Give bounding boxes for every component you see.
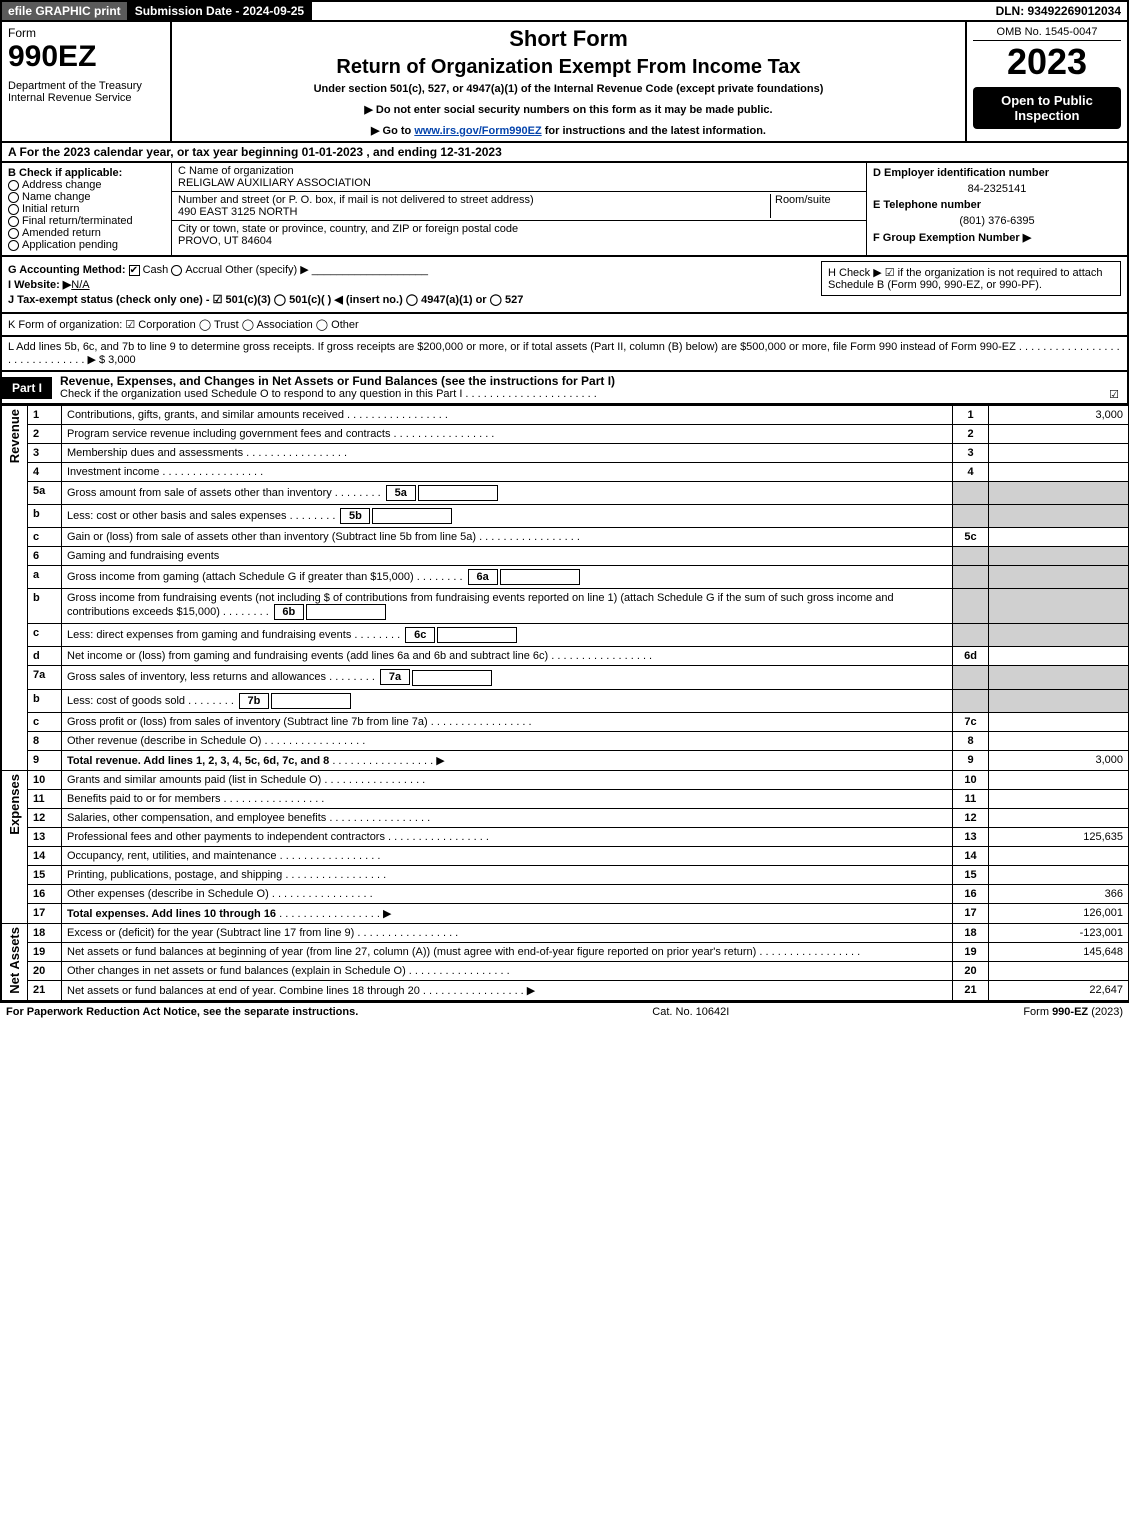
form-number: 990EZ: [8, 40, 164, 74]
chk-accrual[interactable]: [171, 265, 182, 276]
part1-label: Part I: [2, 377, 52, 399]
info-g-to-l: H Check ▶ ☑ if the organization is not r…: [0, 257, 1129, 314]
d-label: D Employer identification number: [873, 167, 1121, 179]
row-a-calendar-year: A For the 2023 calendar year, or tax yea…: [0, 143, 1129, 163]
org-city: PROVO, UT 84604: [178, 235, 860, 247]
chk-pending[interactable]: Application pending: [8, 239, 165, 251]
subtitle: Under section 501(c), 527, or 4947(a)(1)…: [178, 83, 959, 95]
line-l: L Add lines 5b, 6c, and 7b to line 9 to …: [0, 337, 1129, 372]
e-label: E Telephone number: [873, 199, 1121, 211]
title-short-form: Short Form: [178, 26, 959, 52]
chk-initial[interactable]: Initial return: [8, 203, 165, 215]
submission-date-button[interactable]: Submission Date - 2024-09-25: [129, 2, 312, 20]
footer-right: Form 990-EZ (2023): [1023, 1006, 1123, 1018]
header: Form 990EZ Department of the Treasury In…: [0, 22, 1129, 143]
chk-final[interactable]: Final return/terminated: [8, 215, 165, 227]
box-h: H Check ▶ ☑ if the organization is not r…: [821, 261, 1121, 296]
org-address: 490 EAST 3125 NORTH: [178, 206, 770, 218]
line-k: K Form of organization: ☑ Corporation ◯ …: [0, 314, 1129, 337]
b-title: B Check if applicable:: [8, 167, 165, 179]
phone-value: (801) 376-6395: [873, 215, 1121, 227]
efile-print-button[interactable]: efile GRAPHIC print: [2, 2, 129, 20]
footer-left: For Paperwork Reduction Act Notice, see …: [6, 1006, 358, 1018]
part1-check[interactable]: ☑: [1109, 388, 1119, 401]
col-c-org: C Name of organization RELIGLAW AUXILIAR…: [172, 163, 867, 255]
chk-address[interactable]: Address change: [8, 179, 165, 191]
addr-label: Number and street (or P. O. box, if mail…: [178, 194, 770, 206]
note-link: ▶ Go to www.irs.gov/Form990EZ for instru…: [178, 124, 959, 137]
col-b-checkboxes: B Check if applicable: Address change Na…: [2, 163, 172, 255]
ein-value: 84-2325141: [873, 183, 1121, 195]
dln-label: DLN: 93492269012034: [990, 2, 1127, 20]
website-value: N/A: [71, 279, 89, 291]
org-name: RELIGLAW AUXILIARY ASSOCIATION: [178, 177, 860, 189]
footer: For Paperwork Reduction Act Notice, see …: [0, 1001, 1129, 1021]
chk-name[interactable]: Name change: [8, 191, 165, 203]
omb-number: OMB No. 1545-0047: [973, 26, 1121, 41]
section-bcd: B Check if applicable: Address change Na…: [0, 163, 1129, 257]
footer-mid: Cat. No. 10642I: [652, 1006, 729, 1018]
dept-label: Department of the Treasury Internal Reve…: [8, 80, 164, 104]
room-suite-label: Room/suite: [770, 194, 860, 218]
col-d-ein: D Employer identification number 84-2325…: [867, 163, 1127, 255]
irs-link[interactable]: www.irs.gov/Form990EZ: [414, 125, 541, 137]
open-public-inspection: Open to Public Inspection: [973, 87, 1121, 129]
lines-table: Revenue1Contributions, gifts, grants, an…: [0, 405, 1129, 1001]
chk-cash[interactable]: [129, 265, 140, 276]
note-ssn: ▶ Do not enter social security numbers o…: [178, 103, 959, 116]
c-label: C Name of organization: [178, 165, 860, 177]
f-label: F Group Exemption Number ▶: [873, 231, 1121, 244]
part1-title: Revenue, Expenses, and Changes in Net As…: [60, 374, 1119, 388]
title-main: Return of Organization Exempt From Incom…: [178, 56, 959, 79]
city-label: City or town, state or province, country…: [178, 223, 860, 235]
part1-sub: Check if the organization used Schedule …: [60, 388, 1109, 401]
form-label: Form: [8, 26, 164, 40]
top-bar: efile GRAPHIC print Submission Date - 20…: [0, 0, 1129, 22]
tax-year: 2023: [973, 41, 1121, 83]
chk-amended[interactable]: Amended return: [8, 227, 165, 239]
